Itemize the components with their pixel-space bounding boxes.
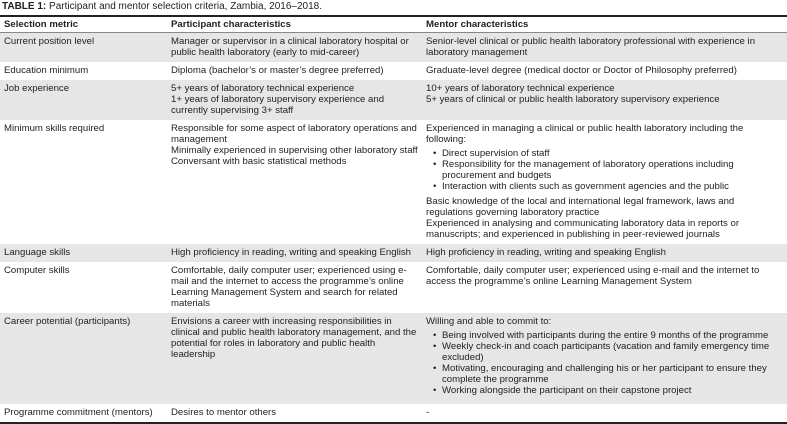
header-selection-metric: Selection metric	[0, 16, 167, 33]
metric-cell: Career potential (participants)	[0, 313, 167, 404]
participant-cell: 5+ years of laboratory technical experie…	[167, 80, 422, 120]
table-row: Current position level Manager or supervi…	[0, 32, 787, 62]
participant-line: Diploma (bachelor’s or master’s degree p…	[171, 65, 384, 76]
mentor-intro: Willing and able to commit to:	[426, 316, 552, 327]
participant-line: Comfortable, daily computer user; experi…	[171, 265, 407, 309]
mentor-bullet: Weekly check-in and coach participants (…	[433, 341, 783, 363]
mentor-cell: High proficiency in reading, writing and…	[422, 244, 787, 262]
mentor-bullet: Being involved with participants during …	[433, 330, 783, 341]
mentor-cell: -	[422, 404, 787, 423]
mentor-bullet-list: Direct supervision of staffResponsibilit…	[426, 148, 783, 192]
mentor-intro: Experienced in managing a clinical or pu…	[426, 123, 744, 145]
metric-cell: Job experience	[0, 80, 167, 120]
participant-line: Manager or supervisor in a clinical labo…	[171, 36, 409, 58]
participant-line: 1+ years of laboratory supervisory exper…	[171, 94, 385, 116]
metric-cell: Computer skills	[4, 265, 70, 276]
table-row: Minimum skills required Responsible for s…	[0, 120, 787, 244]
participant-line: Envisions a career with increasing respo…	[171, 316, 417, 360]
mentor-cell: Graduate-level degree (medical doctor or…	[422, 62, 787, 80]
metric-cell: Current position level	[0, 32, 167, 62]
table-row: Language skills High proficiency in readi…	[0, 244, 787, 262]
header-participant: Participant characteristics	[167, 16, 422, 33]
participant-line: 5+ years of laboratory technical experie…	[171, 83, 355, 94]
participant-line: Conversant with basic statistical method…	[171, 156, 347, 167]
mentor-bullet: Interaction with clients such as governm…	[433, 181, 783, 192]
mentor-line: 5+ years of clinical or public health la…	[426, 94, 720, 105]
table-caption: TABLE 1: Participant and mentor selectio…	[2, 1, 322, 12]
participant-cell: Diploma (bachelor’s or master’s degree p…	[167, 62, 422, 80]
participant-line: Minimally experienced in supervising oth…	[171, 145, 418, 156]
table-row: Programme commitment (mentors) Desires to…	[0, 404, 787, 423]
mentor-cell: Comfortable, daily computer user; experi…	[422, 262, 787, 313]
table-row: Job experience 5+ years of laboratory tec…	[0, 80, 787, 120]
table-header-row: Selection metric Participant characteris…	[0, 16, 787, 33]
metric-cell: Minimum skills required	[4, 123, 105, 134]
participant-cell: Desires to mentor others	[167, 404, 422, 423]
mentor-line: Basic knowledge of the local and interna…	[426, 196, 735, 218]
mentor-bullet: Working alongside the participant on the…	[433, 385, 783, 396]
participant-line: High proficiency in reading, writing and…	[171, 247, 411, 258]
metric-cell: Education minimum	[4, 65, 89, 76]
participant-cell: High proficiency in reading, writing and…	[167, 244, 422, 262]
metric-cell: Programme commitment (mentors)	[4, 407, 153, 418]
selection-criteria-table: Selection metric Participant characteris…	[0, 15, 787, 424]
table-row: Education minimum Diploma (bachelor’s or …	[0, 62, 787, 80]
caption-label: TABLE 1:	[2, 1, 47, 12]
caption-text: Participant and mentor selection criteri…	[46, 1, 322, 12]
mentor-bullet: Direct supervision of staff	[433, 148, 783, 159]
header-mentor: Mentor characteristics	[422, 16, 787, 33]
mentor-line: Experienced in analysing and communicati…	[426, 218, 740, 240]
mentor-line: Comfortable, daily computer user; experi…	[426, 265, 760, 287]
mentor-bullet: Responsibility for the management of lab…	[433, 159, 783, 181]
participant-cell: Envisions a career with increasing respo…	[167, 313, 422, 404]
participant-cell: Comfortable, daily computer user; experi…	[167, 262, 422, 313]
mentor-line: Senior-level clinical or public health l…	[426, 36, 756, 58]
mentor-bullet-list: Being involved with participants during …	[426, 330, 783, 396]
mentor-line: Graduate-level degree (medical doctor or…	[426, 65, 737, 76]
mentor-cell: Willing and able to commit to: Being invo…	[422, 313, 787, 404]
mentor-line: High proficiency in reading, writing and…	[426, 247, 666, 258]
table-row: Computer skills Comfortable, daily comput…	[0, 262, 787, 313]
mentor-cell: 10+ years of laboratory technical experi…	[422, 80, 787, 120]
participant-cell: Manager or supervisor in a clinical labo…	[167, 32, 422, 62]
table-row: Career potential (participants) Envisions…	[0, 313, 787, 404]
participant-line: Responsible for some aspect of laborator…	[171, 123, 417, 145]
mentor-line: -	[426, 407, 430, 418]
mentor-cell: Experienced in managing a clinical or pu…	[422, 120, 787, 244]
participant-line: Desires to mentor others	[171, 407, 277, 418]
metric-cell: Language skills	[0, 244, 167, 262]
participant-cell: Responsible for some aspect of laborator…	[167, 120, 422, 244]
mentor-line: 10+ years of laboratory technical experi…	[426, 83, 615, 94]
mentor-cell: Senior-level clinical or public health l…	[422, 32, 787, 62]
mentor-bullet: Motivating, encouraging and challenging …	[433, 363, 783, 385]
